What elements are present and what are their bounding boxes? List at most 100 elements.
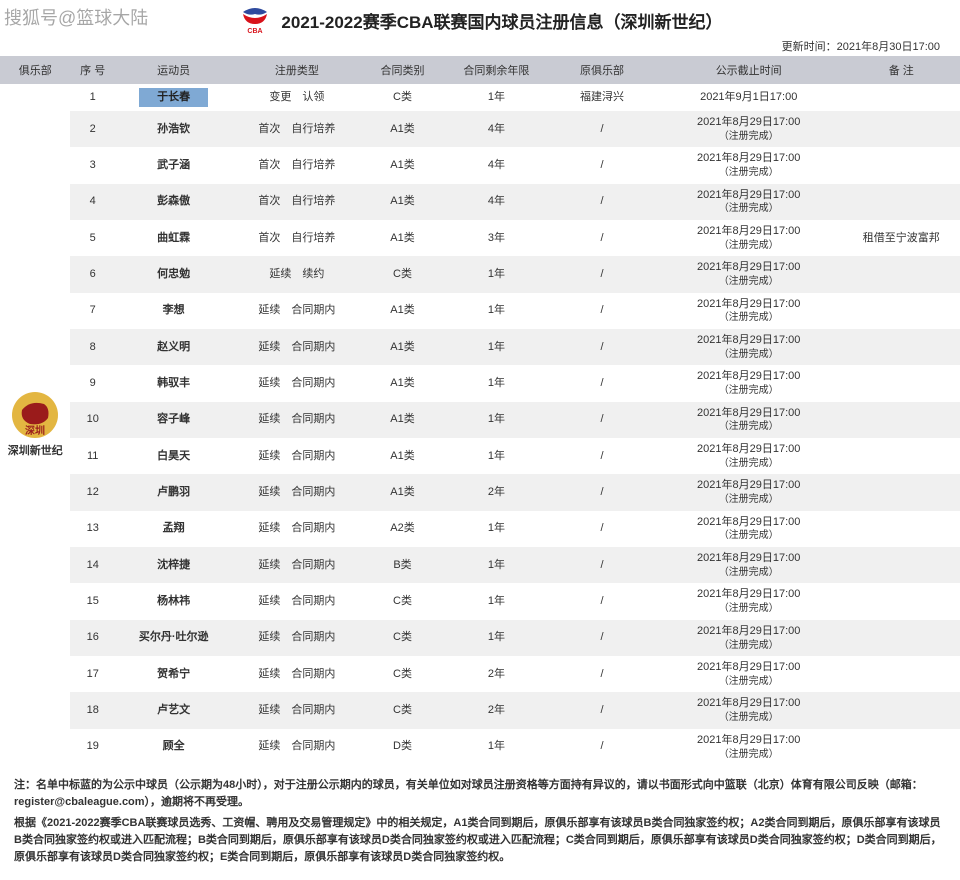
row-number: 9 — [70, 365, 115, 401]
origin-club: / — [549, 256, 655, 292]
row-number: 3 — [70, 147, 115, 183]
origin-club: / — [549, 365, 655, 401]
years-remaining: 3年 — [444, 220, 550, 256]
row-number: 1 — [70, 84, 115, 111]
player-name: 曲虹霖 — [115, 220, 232, 256]
player-name: 赵义明 — [115, 329, 232, 365]
contract-type: A1类 — [361, 402, 443, 438]
publication-deadline: 2021年9月1日17:00 — [655, 84, 843, 111]
note — [843, 438, 960, 474]
publication-deadline: 2021年8月29日17:00（注册完成） — [655, 220, 843, 256]
club-logo-icon: 深圳 — [10, 390, 60, 440]
table-row: 深圳深圳新世纪1于长春变更 认领C类1年福建浔兴2021年9月1日17:00 — [0, 84, 960, 111]
player-name: 贺希宁 — [115, 656, 232, 692]
row-number: 6 — [70, 256, 115, 292]
years-remaining: 1年 — [444, 511, 550, 547]
origin-club: / — [549, 692, 655, 728]
note — [843, 84, 960, 111]
publication-deadline: 2021年8月29日17:00（注册完成） — [655, 511, 843, 547]
table-row: 14沈梓捷延续 合同期内B类1年/2021年8月29日17:00（注册完成） — [0, 547, 960, 583]
update-time: 更新时间：2021年8月30日17:00 — [0, 36, 960, 56]
years-remaining: 1年 — [444, 729, 550, 765]
registration-type: 首次 自行培养 — [232, 147, 361, 183]
player-name: 买尔丹·吐尔逊 — [115, 620, 232, 656]
column-header: 运动员 — [115, 56, 232, 84]
registration-type: 首次 自行培养 — [232, 220, 361, 256]
contract-type: C类 — [361, 84, 443, 111]
publication-deadline: 2021年8月29日17:00（注册完成） — [655, 729, 843, 765]
origin-club: / — [549, 474, 655, 510]
contract-type: A1类 — [361, 293, 443, 329]
note — [843, 147, 960, 183]
publication-deadline: 2021年8月29日17:00（注册完成） — [655, 438, 843, 474]
registration-type: 延续 合同期内 — [232, 583, 361, 619]
table-row: 5曲虹霖首次 自行培养A1类3年/2021年8月29日17:00（注册完成）租借… — [0, 220, 960, 256]
contract-type: A1类 — [361, 184, 443, 220]
publication-deadline: 2021年8月29日17:00（注册完成） — [655, 474, 843, 510]
registration-type: 延续 合同期内 — [232, 293, 361, 329]
row-number: 15 — [70, 583, 115, 619]
note — [843, 692, 960, 728]
publication-deadline: 2021年8月29日17:00（注册完成） — [655, 329, 843, 365]
row-number: 19 — [70, 729, 115, 765]
row-number: 18 — [70, 692, 115, 728]
publication-deadline: 2021年8月29日17:00（注册完成） — [655, 620, 843, 656]
registration-type: 延续 合同期内 — [232, 729, 361, 765]
player-name: 武子涵 — [115, 147, 232, 183]
table-row: 6何忠勉延续 续约C类1年/2021年8月29日17:00（注册完成） — [0, 256, 960, 292]
note — [843, 729, 960, 765]
origin-club: / — [549, 402, 655, 438]
column-header: 序 号 — [70, 56, 115, 84]
row-number: 17 — [70, 656, 115, 692]
player-name: 白昊天 — [115, 438, 232, 474]
years-remaining: 1年 — [444, 402, 550, 438]
update-value: 2021年8月30日17:00 — [837, 41, 940, 53]
registration-type: 延续 合同期内 — [232, 511, 361, 547]
origin-club: / — [549, 184, 655, 220]
note — [843, 111, 960, 147]
origin-club: / — [549, 220, 655, 256]
note — [843, 656, 960, 692]
publication-deadline: 2021年8月29日17:00（注册完成） — [655, 147, 843, 183]
table-row: 4彭森傲首次 自行培养A1类4年/2021年8月29日17:00（注册完成） — [0, 184, 960, 220]
registration-type: 变更 认领 — [232, 84, 361, 111]
row-number: 8 — [70, 329, 115, 365]
contract-type: A1类 — [361, 147, 443, 183]
contract-type: C类 — [361, 620, 443, 656]
table-row: 11白昊天延续 合同期内A1类1年/2021年8月29日17:00（注册完成） — [0, 438, 960, 474]
player-name: 李想 — [115, 293, 232, 329]
player-name: 何忠勉 — [115, 256, 232, 292]
contract-type: A1类 — [361, 329, 443, 365]
club-name: 深圳新世纪 — [2, 444, 68, 459]
origin-club: / — [549, 438, 655, 474]
note — [843, 402, 960, 438]
note — [843, 256, 960, 292]
player-name: 于长春 — [115, 84, 232, 111]
contract-type: A2类 — [361, 511, 443, 547]
years-remaining: 1年 — [444, 256, 550, 292]
svg-text:深圳: 深圳 — [25, 424, 45, 437]
origin-club: / — [549, 547, 655, 583]
player-name: 沈梓捷 — [115, 547, 232, 583]
player-name: 孙浩钦 — [115, 111, 232, 147]
note — [843, 583, 960, 619]
years-remaining: 4年 — [444, 184, 550, 220]
years-remaining: 1年 — [444, 438, 550, 474]
note — [843, 365, 960, 401]
note: 租借至宁波富邦 — [843, 220, 960, 256]
player-name: 韩驭丰 — [115, 365, 232, 401]
publication-deadline: 2021年8月29日17:00（注册完成） — [655, 656, 843, 692]
years-remaining: 1年 — [444, 84, 550, 111]
note — [843, 547, 960, 583]
contract-type: A1类 — [361, 438, 443, 474]
registration-type: 延续 合同期内 — [232, 474, 361, 510]
years-remaining: 1年 — [444, 293, 550, 329]
origin-club: / — [549, 147, 655, 183]
column-header: 原俱乐部 — [549, 56, 655, 84]
origin-club: / — [549, 329, 655, 365]
contract-type: A1类 — [361, 365, 443, 401]
table-header-row: 俱乐部序 号运动员注册类型合同类别合同剩余年限原俱乐部公示截止时间备 注 — [0, 56, 960, 84]
row-number: 2 — [70, 111, 115, 147]
footnote-1: 注：名单中标蓝的为公示中球员（公示期为48小时），对于注册公示期内的球员，有关单… — [14, 777, 946, 811]
column-header: 备 注 — [843, 56, 960, 84]
